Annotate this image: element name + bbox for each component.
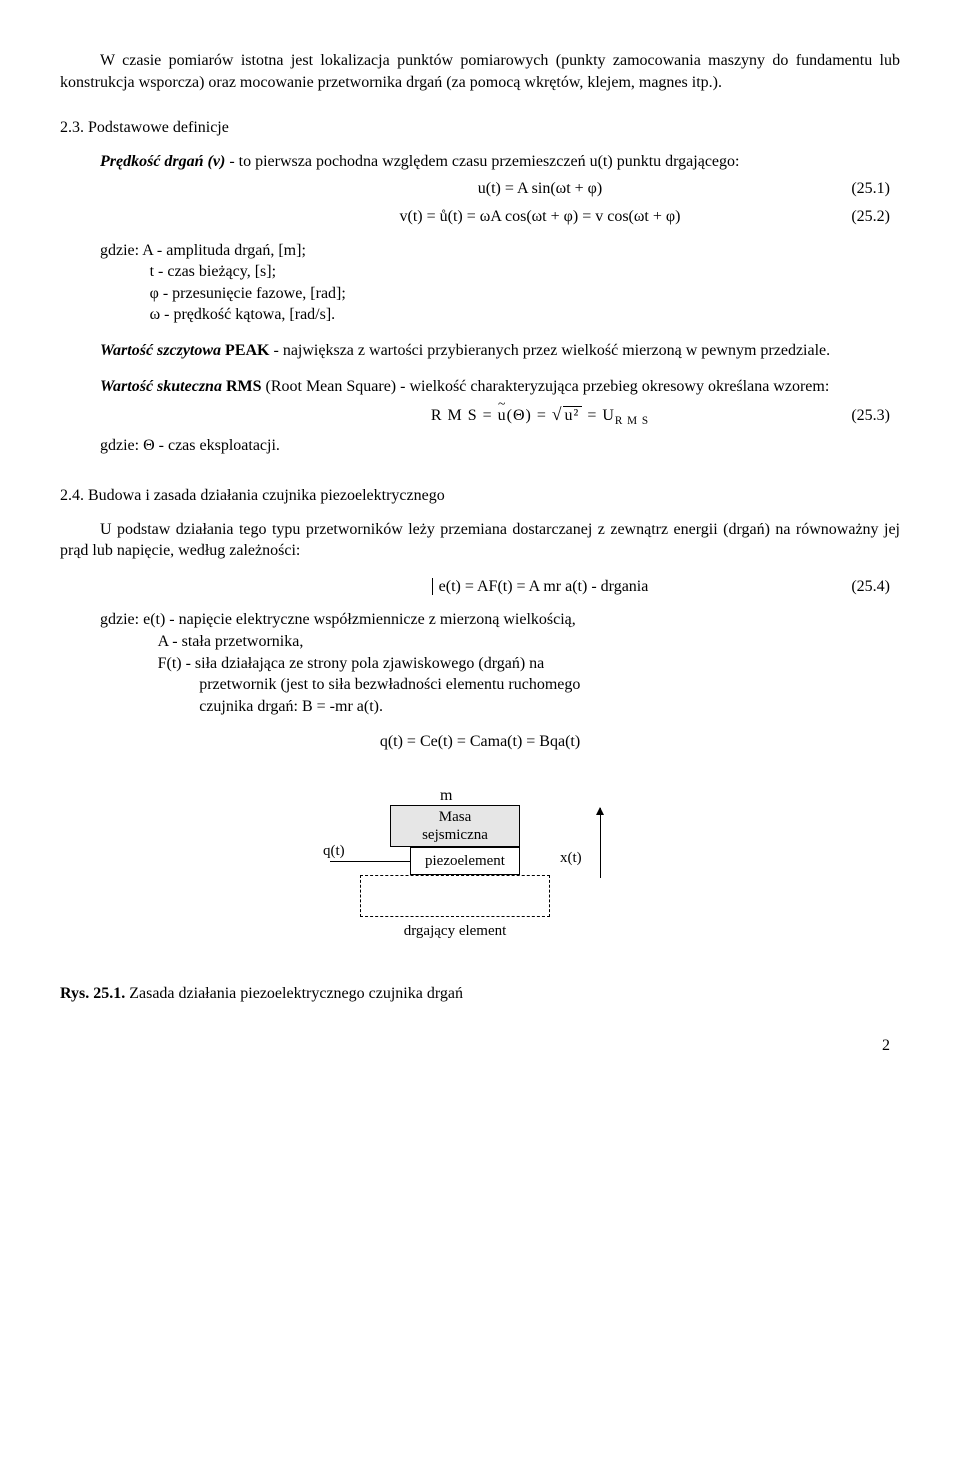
- def-e: gdzie: e(t) - napięcie elektryczne współ…: [100, 609, 900, 631]
- eq-25-1-number: (25.1): [820, 178, 900, 200]
- rms-radicand: u²: [563, 406, 583, 424]
- diagram-piezo-box: piezoelement: [410, 847, 520, 875]
- peak-term-bold: PEAK: [225, 342, 269, 359]
- def-angular-velocity: ω - prędkość kątowa, [rad/s].: [150, 304, 900, 326]
- sec24-symbol-definitions: gdzie: e(t) - napięcie elektryczne współ…: [100, 609, 900, 717]
- rms-sqrt: u²: [552, 403, 582, 427]
- velocity-def-text: - to pierwsza pochodna względem czasu pr…: [225, 153, 739, 170]
- eq-25-3-body: R M S = u(Θ) = u² = UR M S: [260, 403, 820, 429]
- piezo-sensor-diagram: m Masa sejsmiczna piezoelement drgający …: [290, 763, 670, 963]
- rms-subscript: R M S: [615, 415, 649, 427]
- peak-def-text: - największa z wartości przybieranych pr…: [270, 342, 831, 359]
- peak-term-it: Wartość szczytowa: [100, 342, 225, 359]
- def-a-const: A - stała przetwornika,: [158, 631, 900, 653]
- diagram-mass-line1: Masa: [439, 809, 472, 825]
- theta-definition: gdzie: Θ - czas eksploatacji.: [100, 435, 900, 457]
- page-number: 2: [60, 1035, 900, 1057]
- def-time: t - czas bieżący, [s];: [150, 261, 900, 283]
- figure-caption: Rys. 25.1. Zasada działania piezoelektry…: [60, 983, 900, 1005]
- def-phase: φ - przesunięcie fazowe, [rad];: [150, 283, 900, 305]
- rms-term-it: Wartość skuteczna: [100, 378, 226, 395]
- diagram-mass-box: Masa sejsmiczna: [390, 805, 520, 847]
- diagram-q-label: q(t): [323, 841, 345, 861]
- equation-25-1: u(t) = A sin(ωt + φ) (25.1): [60, 178, 900, 200]
- figure-caption-number: Rys. 25.1.: [60, 985, 125, 1002]
- velocity-symbol-definitions: gdzie: A - amplituda drgań, [m]; t - cza…: [100, 240, 900, 326]
- eq-25-4-body: e(t) = AF(t) = A mr a(t) - drgania: [260, 576, 820, 598]
- equation-25-4: e(t) = AF(t) = A mr a(t) - drgania (25.4…: [60, 576, 900, 598]
- rms-u-tilde: u: [498, 405, 507, 427]
- diagram-x-label: x(t): [560, 848, 582, 868]
- rms-definition: Wartość skuteczna RMS (Root Mean Square)…: [60, 376, 900, 398]
- velocity-definition: Prędkość drgań (v) - to pierwsza pochodn…: [60, 151, 900, 173]
- diagram-m-label: m: [440, 785, 452, 807]
- rms-mid1: (Θ) =: [507, 407, 552, 424]
- figure-caption-text: Zasada działania piezoelektrycznego czuj…: [125, 985, 463, 1002]
- rms-tail-eq: = U: [582, 407, 615, 424]
- rms-def-text: (Root Mean Square) - wielkość charaktery…: [262, 378, 830, 395]
- section-2-4-heading: 2.4. Budowa i zasada działania czujnika …: [60, 485, 900, 507]
- eq-25-4-number: (25.4): [820, 576, 900, 598]
- peak-definition: Wartość szczytowa PEAK - największa z wa…: [60, 340, 900, 362]
- rms-term-bold: RMS: [226, 378, 262, 395]
- eq-25-4-text: e(t) = AF(t) = A mr a(t) - drgania: [432, 578, 649, 595]
- eq-25-2-body: v(t) = ů(t) = ωA cos(ωt + φ) = v cos(ωt …: [260, 206, 820, 228]
- eq-25-1-body: u(t) = A sin(ωt + φ): [260, 178, 820, 200]
- section-2-3-heading: 2.3. Podstawowe definicje: [60, 117, 900, 139]
- intro-paragraph: W czasie pomiarów istotna jest lokalizac…: [60, 50, 900, 93]
- diagram-arrow: [600, 808, 601, 878]
- diagram-top-equation: q(t) = Ce(t) = Cama(t) = Bqa(t): [60, 731, 900, 753]
- eq-25-3-number: (25.3): [820, 405, 900, 427]
- diagram-base-label: drgający element: [360, 921, 550, 941]
- sec24-intro: U podstaw działania tego typu przetworni…: [60, 519, 900, 562]
- def-f-line2: przetwornik (jest to siła bezwładności e…: [199, 674, 900, 696]
- def-amplitude: gdzie: A - amplituda drgań, [m];: [100, 240, 900, 262]
- eq-25-2-number: (25.2): [820, 206, 900, 228]
- def-f-line3: czujnika drgań: B = -mr a(t).: [199, 696, 900, 718]
- diagram-mass-line2: sejsmiczna: [422, 827, 488, 843]
- velocity-term: Prędkość drgań (v): [100, 153, 225, 170]
- def-f-line1: F(t) - siła działająca ze strony pola zj…: [158, 653, 900, 675]
- equation-25-2: v(t) = ů(t) = ωA cos(ωt + φ) = v cos(ωt …: [60, 206, 900, 228]
- diagram-base-box: [360, 875, 550, 917]
- equation-25-3: R M S = u(Θ) = u² = UR M S (25.3): [60, 403, 900, 429]
- rms-lhs: R M S =: [431, 407, 498, 424]
